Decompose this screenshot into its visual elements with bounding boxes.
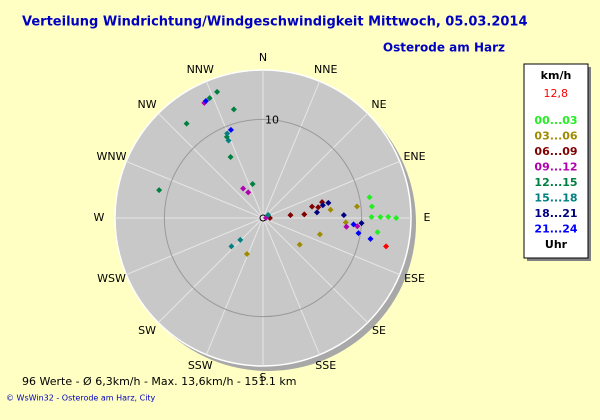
data-point (367, 235, 374, 242)
data-point (377, 213, 384, 220)
legend-entry: 00...03 (534, 114, 577, 127)
direction-label: SSW (188, 359, 213, 372)
direction-label: N (259, 51, 267, 64)
spoke (262, 217, 369, 324)
spoke (157, 112, 264, 219)
direction-label: NNW (187, 63, 214, 76)
r-tick-label: 10 (265, 113, 279, 126)
direction-label: SE (372, 324, 386, 337)
data-point (225, 137, 232, 144)
data-point (355, 230, 362, 237)
legend-footer: Uhr (545, 238, 568, 251)
data-point (227, 154, 234, 161)
direction-label: NE (371, 98, 386, 111)
data-point (228, 243, 235, 250)
data-point (224, 130, 231, 137)
data-point (393, 215, 400, 221)
data-point (301, 211, 308, 218)
ring (163, 118, 363, 318)
data-point (354, 203, 361, 210)
direction-label: SW (138, 324, 156, 337)
spoke (126, 217, 264, 276)
spoke (205, 217, 264, 355)
direction-label: WSW (97, 272, 126, 285)
legend-entry: 03...06 (534, 130, 577, 143)
data-point (202, 97, 209, 104)
spoke (262, 81, 321, 219)
direction-label: NNE (314, 63, 337, 76)
data-point (243, 251, 250, 258)
data-point (287, 212, 294, 219)
data-point (319, 202, 326, 209)
data-point (342, 219, 349, 226)
current-value: 12,8 (544, 87, 569, 100)
data-point (316, 231, 323, 238)
data-point (368, 203, 375, 210)
spoke (205, 81, 264, 219)
data-point (156, 187, 163, 194)
spoke (262, 217, 321, 355)
legend-entry: 15...18 (534, 192, 577, 205)
spoke (126, 160, 264, 219)
data-point (265, 212, 272, 219)
chart-title: Verteilung Windrichtung/Windgeschwindigk… (22, 15, 528, 30)
data-point (374, 229, 381, 236)
data-point (249, 181, 256, 188)
data-point (309, 203, 316, 210)
direction-label: SSE (315, 359, 336, 372)
data-point (313, 209, 320, 216)
legend-entry: 18...21 (534, 207, 577, 220)
direction-label: ENE (403, 150, 425, 163)
data-point (340, 212, 347, 219)
data-point (230, 106, 237, 113)
footer-stats: 96 Werte - Ø 6,3km/h - Max. 13,6km/h - 1… (22, 375, 296, 388)
direction-label: E (424, 211, 431, 224)
data-point (358, 220, 365, 227)
credit: © WsWin32 - Osterode am Harz, City (6, 394, 156, 403)
legend-title: km/h (541, 69, 572, 82)
legend-entry: 09...12 (534, 161, 577, 174)
direction-label: W (94, 211, 105, 224)
spoke (157, 217, 264, 324)
data-point (327, 206, 334, 213)
legend-box (523, 63, 589, 259)
data-point (383, 243, 390, 250)
data-point (366, 194, 373, 201)
data-point (350, 221, 357, 228)
data-point (206, 95, 213, 102)
data-point (245, 189, 252, 196)
direction-label: NW (137, 98, 156, 111)
data-point (368, 214, 375, 221)
legend-entry: 12...15 (534, 176, 577, 189)
data-point (237, 236, 244, 243)
data-point (325, 199, 332, 206)
direction-label: S (260, 371, 267, 384)
data-point (240, 185, 247, 192)
data-point (315, 204, 322, 211)
data-point (385, 213, 392, 220)
direction-label: ESE (404, 272, 425, 285)
spoke (262, 217, 400, 276)
data-point (343, 223, 350, 230)
chart-subtitle: Osterode am Harz (383, 41, 505, 55)
legend-entry: 06...09 (534, 145, 577, 158)
spoke (262, 160, 400, 219)
direction-label: WNW (96, 150, 126, 163)
spoke (262, 112, 369, 219)
legend-entry: 21...24 (534, 223, 577, 236)
data-point (227, 126, 234, 133)
data-point (296, 241, 303, 248)
data-point (214, 88, 221, 95)
data-point (183, 120, 190, 127)
